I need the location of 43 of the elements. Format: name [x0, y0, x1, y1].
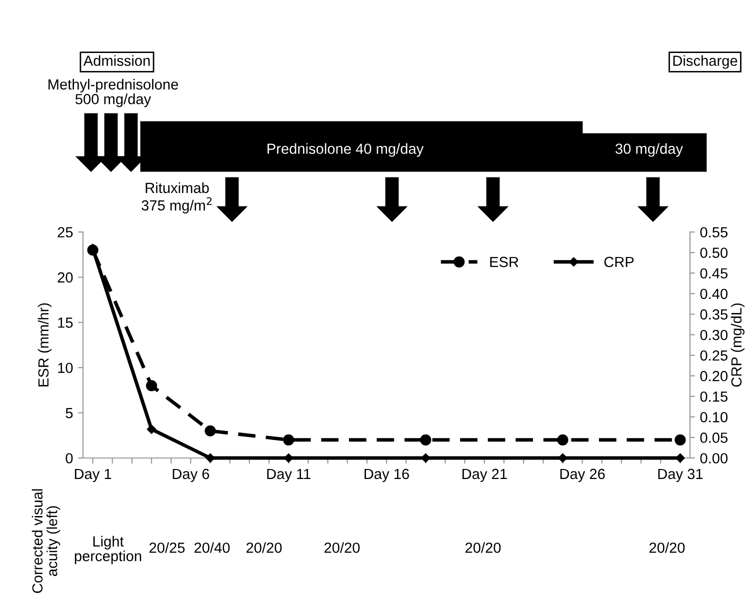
text: 20/20	[324, 542, 360, 553]
text: Admission	[83, 55, 150, 66]
y2-tick-label: 0.45	[700, 268, 728, 279]
y-tick-label: 25	[58, 227, 73, 238]
y2-tick-label: 0.05	[700, 432, 728, 443]
y-tick-label: 15	[58, 318, 73, 328]
x-tick-label: Day 1	[74, 468, 112, 482]
text: 20/25	[149, 542, 185, 553]
text: 20/20	[465, 542, 501, 553]
y2-tick-label: 0.25	[700, 350, 728, 361]
y2-tick-label: 0.50	[700, 248, 728, 258]
x-tick-label: Day 21	[462, 468, 507, 482]
y2-axis-title: CRP (mg/dL)	[730, 303, 744, 387]
text: Discharge	[673, 55, 738, 69]
y2-tick-label: 0.35	[700, 309, 728, 320]
text: 20/40	[194, 542, 230, 553]
x-tick-label: Day 16	[364, 468, 409, 482]
text: Corrected visual acuity (left)	[32, 489, 60, 593]
y2-tick-label: 0.20	[700, 370, 728, 382]
text: Light perception	[74, 536, 142, 564]
text: 20/20	[649, 542, 685, 553]
legend-label: ESR	[490, 256, 518, 268]
y2-tick-label: 0.55	[700, 227, 728, 238]
text: Prednisolone 40 mg/day	[268, 143, 424, 157]
legend-label: CRP	[604, 256, 634, 268]
text: 20/20	[246, 542, 282, 553]
y-axis-title: ESR (mm/hr)	[38, 303, 52, 386]
x-tick-label: Day 26	[560, 468, 605, 482]
y-tick-label: 20	[58, 272, 73, 283]
text: Rituximab 375 mg/m$^{2}$	[142, 182, 212, 214]
x-tick-label: Day 11	[267, 468, 310, 482]
y-tick-label: 0	[66, 453, 73, 464]
y-tick-label: 5	[66, 408, 73, 418]
y2-tick-label: 0.30	[700, 330, 728, 340]
text: Methyl-prednisolone 500 mg/day	[48, 78, 178, 108]
y-tick-label: 10	[58, 362, 73, 374]
x-tick-label: Day 31	[658, 468, 703, 482]
y2-tick-label: 0.10	[700, 412, 728, 422]
y2-tick-label: 0.00	[700, 453, 728, 464]
y2-tick-label: 0.40	[700, 288, 728, 300]
text: 30 mg/day	[616, 143, 684, 157]
y2-tick-label: 0.15	[700, 391, 728, 402]
x-tick-label: Day 6	[172, 468, 210, 482]
